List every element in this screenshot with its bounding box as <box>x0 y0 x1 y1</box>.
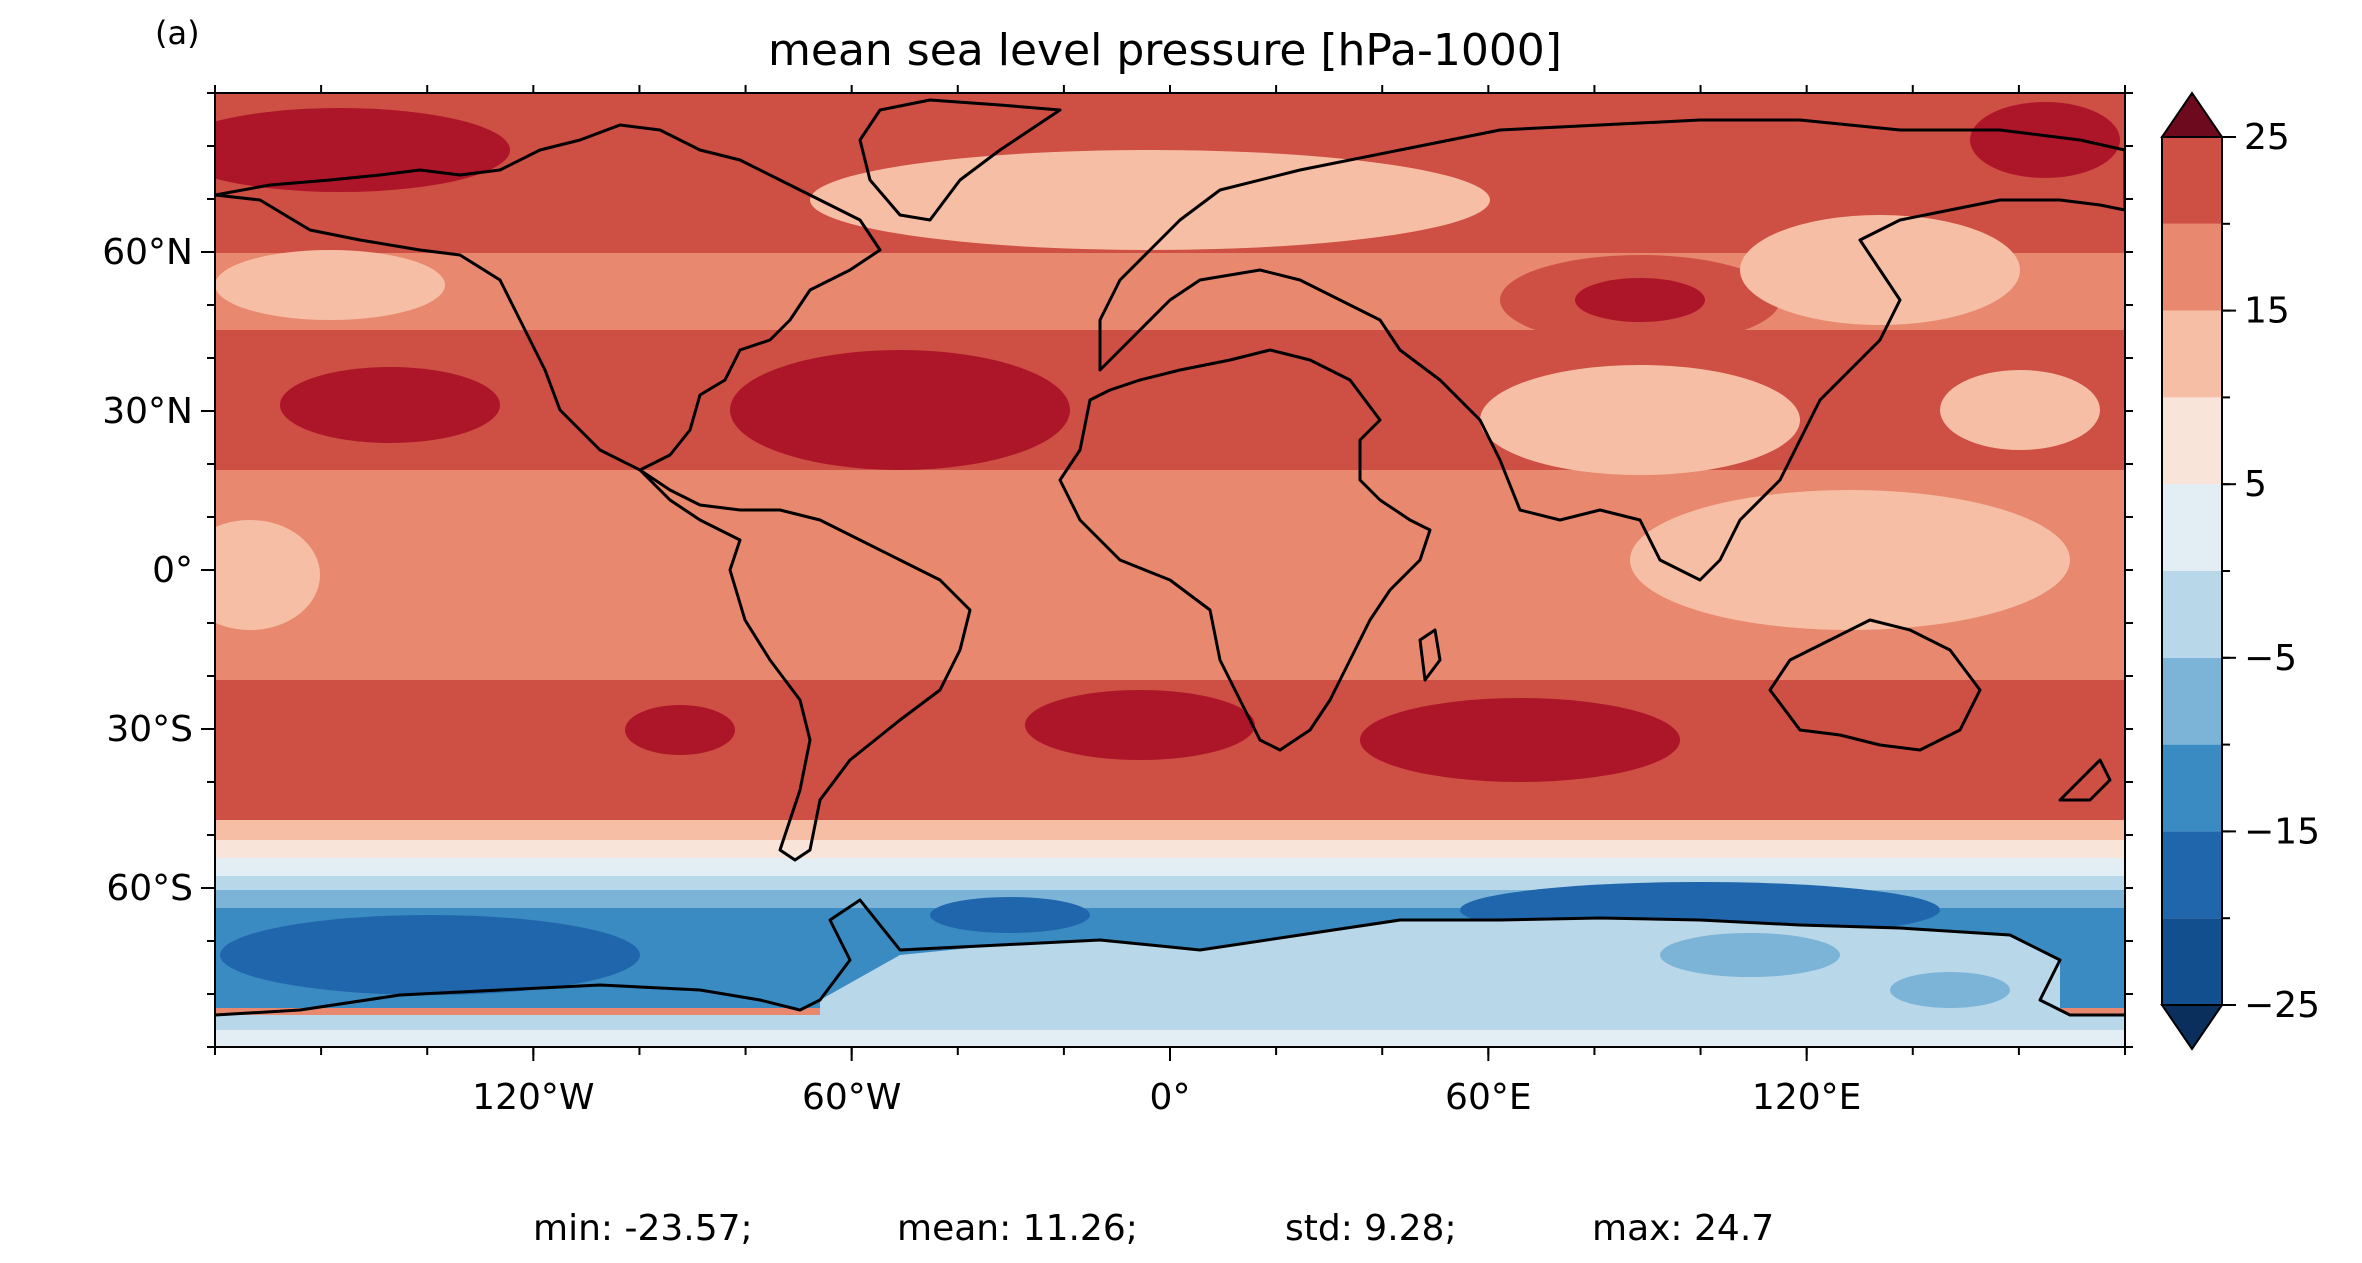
colorbar-segment <box>2162 571 2222 658</box>
colorbar-segment <box>2162 137 2222 224</box>
colorbar-segment <box>2162 397 2222 485</box>
lat-tick-label: 60°N <box>102 232 193 273</box>
colorbar-tick-label: 25 <box>2244 117 2290 158</box>
colorbar-extend-min <box>2160 1004 2224 1051</box>
lat-tick-label: 0° <box>152 550 193 591</box>
panel-label: (a) <box>155 14 200 52</box>
colorbar-tick-label: −15 <box>2244 811 2320 852</box>
colorbar-segment <box>2162 744 2222 832</box>
latitude-axis: 60°N 30°N 0° 30°S 60°S <box>102 92 2133 1048</box>
stat-min: min: -23.57; <box>533 1208 753 1249</box>
colorbar: 25 15 5 −5 −15 −25 <box>2160 91 2320 1051</box>
lat-tick-label: 30°N <box>102 391 193 432</box>
lon-tick-label: 60°W <box>802 1077 901 1118</box>
chart-title: mean sea level pressure [hPa-1000] <box>768 25 1562 76</box>
stat-mean: mean: 11.26; <box>897 1208 1138 1249</box>
colorbar-tick-label: −25 <box>2244 985 2320 1026</box>
longitude-axis: 120°W 60°W 0° 60°E 120°E <box>214 85 2126 1118</box>
colorbar-segment <box>2162 223 2222 311</box>
colorbar-tick-label: 15 <box>2244 291 2290 332</box>
stat-std: std: 9.28; <box>1285 1208 1457 1249</box>
colorbar-tick-label: −5 <box>2244 638 2297 679</box>
colorbar-segment <box>2162 310 2222 398</box>
lon-tick-label: 120°E <box>1752 1077 1861 1118</box>
coastlines <box>215 98 2125 1017</box>
colorbar-extend-max <box>2160 91 2224 138</box>
colorbar-segment <box>2162 484 2222 571</box>
colorbar-segment <box>2162 918 2222 1005</box>
lat-tick-label: 60°S <box>106 868 193 909</box>
lon-tick-label: 120°W <box>472 1077 594 1118</box>
colorbar-segment <box>2162 831 2222 919</box>
colorbar-tick-label: 5 <box>2244 464 2267 505</box>
colorbar-segment <box>2162 657 2222 745</box>
stat-max: max: 24.7 <box>1592 1208 1774 1249</box>
lon-tick-label: 0° <box>1150 1077 1191 1118</box>
lon-tick-label: 60°E <box>1445 1077 1532 1118</box>
lat-tick-label: 30°S <box>106 709 193 750</box>
